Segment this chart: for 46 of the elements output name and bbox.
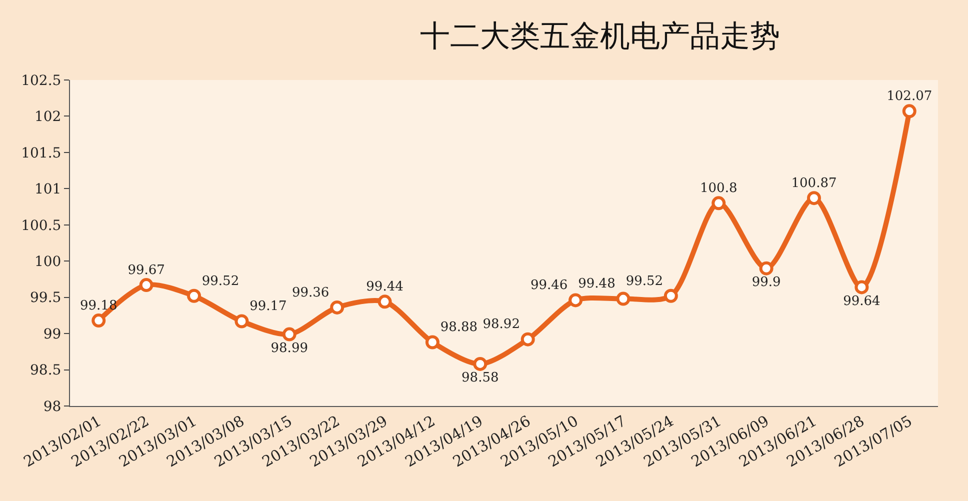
y-tick-label: 100.5 xyxy=(21,218,62,234)
data-label: 99.52 xyxy=(202,274,240,289)
data-label: 99.52 xyxy=(626,274,664,289)
y-tick-label: 102 xyxy=(34,109,62,126)
data-label: 98.99 xyxy=(270,340,308,356)
point xyxy=(854,280,869,294)
point xyxy=(330,300,344,314)
point xyxy=(234,314,249,328)
point xyxy=(807,191,821,206)
y-tick-label: 98.5 xyxy=(30,362,62,379)
data-label: 98.88 xyxy=(440,320,478,336)
point xyxy=(568,293,583,308)
data-label: 99.46 xyxy=(530,278,568,294)
point xyxy=(712,196,726,210)
y-tick-label: 102.5 xyxy=(21,72,62,89)
data-label: 102.07 xyxy=(886,89,932,104)
data-label: 99.9 xyxy=(752,274,781,290)
point xyxy=(520,332,535,346)
data-label: 99.48 xyxy=(578,276,616,292)
y-tick-label: 101.5 xyxy=(21,145,62,162)
data-label: 99.36 xyxy=(292,285,330,300)
y-tick-label: 98 xyxy=(43,398,62,415)
y-tick-label: 99 xyxy=(43,326,62,342)
point xyxy=(282,327,296,342)
data-label: 99.17 xyxy=(250,299,287,314)
point xyxy=(92,314,106,328)
point xyxy=(759,261,774,276)
y-tick-label: 101 xyxy=(34,182,62,198)
data-label: 99.67 xyxy=(128,262,165,278)
y-tick-label: 100 xyxy=(34,254,62,270)
point xyxy=(378,294,392,309)
y-tick-label: 99.5 xyxy=(30,290,62,306)
point xyxy=(187,288,201,303)
data-label: 99.44 xyxy=(366,280,404,295)
point xyxy=(616,292,630,306)
data-label: 100.8 xyxy=(700,181,738,196)
point xyxy=(425,335,440,350)
point xyxy=(664,288,678,303)
point xyxy=(139,278,154,292)
chart-title: 十二大类五金机电产品走势 xyxy=(420,19,780,54)
data-label: 98.58 xyxy=(462,370,499,386)
data-label: 99.64 xyxy=(843,294,880,309)
point xyxy=(902,104,916,118)
data-label: 100.87 xyxy=(791,176,837,191)
point xyxy=(473,356,488,371)
data-label: 98.92 xyxy=(482,317,520,332)
